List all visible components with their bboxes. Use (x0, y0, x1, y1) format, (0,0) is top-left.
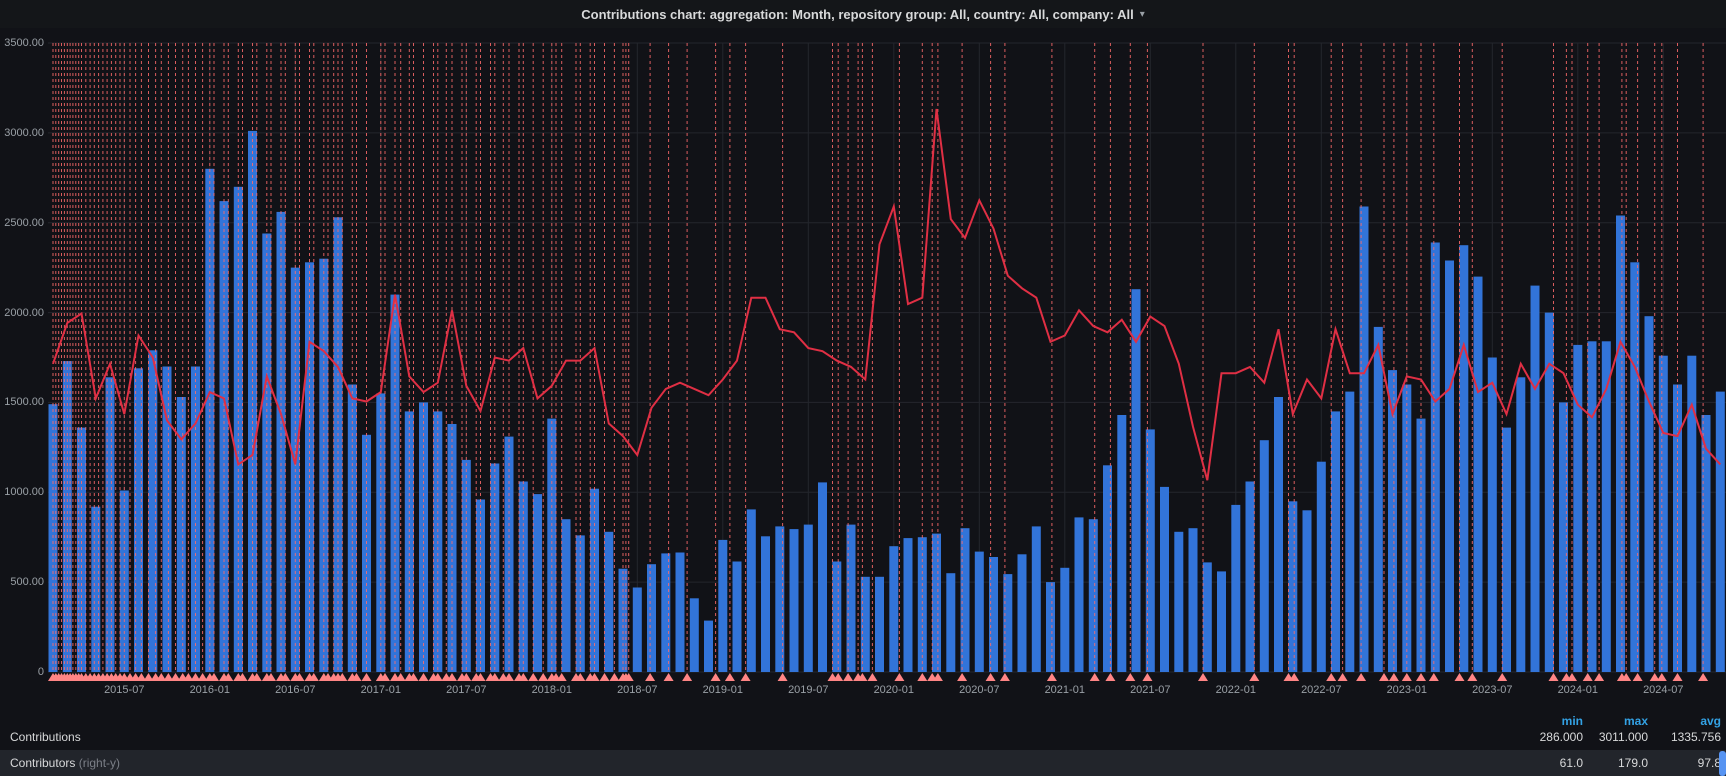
x-tick-label: 2016-07 (275, 684, 316, 696)
legend-series-contributions[interactable]: Contributions (10, 730, 81, 744)
y-tick-label: 1000.00 (4, 486, 44, 499)
y-tick-label: 500.00 (10, 576, 44, 589)
y-tick-label: 3500.00 (4, 37, 44, 49)
x-tick-label: 2023-07 (1472, 684, 1513, 696)
legend-header-row: min max avg (0, 706, 1726, 728)
legend-value-min: 61.0 (1559, 756, 1583, 770)
legend-value-avg: 97.8 (1697, 756, 1721, 770)
chevron-down-icon[interactable]: ▾ (1139, 8, 1145, 20)
x-tick-label: 2020-07 (959, 684, 1000, 696)
legend-header-min[interactable]: min (1561, 714, 1583, 728)
legend-value-min: 286.000 (1539, 730, 1583, 744)
chart-canvas[interactable] (48, 42, 1726, 681)
x-tick-label: 2021-01 (1044, 684, 1085, 696)
x-tick-label: 2022-07 (1301, 684, 1342, 696)
x-tick-label: 2019-07 (788, 684, 829, 696)
legend: min max avg Contributions 286.000 3011.0… (0, 706, 1726, 776)
x-tick-label: 2016-01 (189, 684, 230, 696)
x-tick-label: 2024-01 (1557, 684, 1598, 696)
legend-right-y-tag: (right-y) (78, 756, 121, 770)
y-tick-label: 2500.00 (4, 216, 44, 229)
x-tick-label: 2024-07 (1643, 684, 1684, 696)
x-tick-label: 2019-01 (702, 684, 743, 696)
legend-series-contributors[interactable]: Contributors (right-y) (10, 756, 121, 770)
legend-value-max: 3011.000 (1598, 730, 1648, 744)
legend-scrollbar[interactable] (1719, 751, 1726, 776)
x-tick-label: 2018-01 (531, 684, 572, 696)
legend-value-max: 179.0 (1617, 756, 1648, 770)
legend-header-avg[interactable]: avg (1700, 714, 1721, 728)
chart-plot-area[interactable] (48, 42, 1726, 681)
x-tick-label: 2015-07 (104, 684, 145, 696)
y-tick-label: 2000.00 (4, 306, 44, 319)
y-tick-label: 3000.00 (4, 126, 44, 139)
x-tick-label: 2017-01 (360, 684, 401, 696)
x-tick-label: 2020-01 (873, 684, 914, 696)
y-tick-label: 1500.00 (4, 396, 44, 409)
legend-row-contributors: Contributors (right-y) 61.0 179.0 97.8 (0, 750, 1726, 776)
x-tick-label: 2023-01 (1386, 684, 1427, 696)
x-tick-label: 2017-07 (446, 684, 487, 696)
legend-row-contributions: Contributions 286.000 3011.000 1335.756 (0, 724, 1726, 750)
x-tick-label: 2018-07 (617, 684, 658, 696)
y-tick-label: 0 (37, 666, 44, 678)
legend-header-max[interactable]: max (1623, 714, 1648, 728)
panel-title: Contributions chart: aggregation: Month,… (581, 6, 1134, 22)
x-tick-label: 2022-01 (1215, 684, 1256, 696)
legend-value-avg: 1335.756 (1670, 730, 1721, 744)
panel-header[interactable]: Contributions chart: aggregation: Month,… (0, 0, 1726, 28)
x-tick-label: 2021-07 (1130, 684, 1171, 696)
